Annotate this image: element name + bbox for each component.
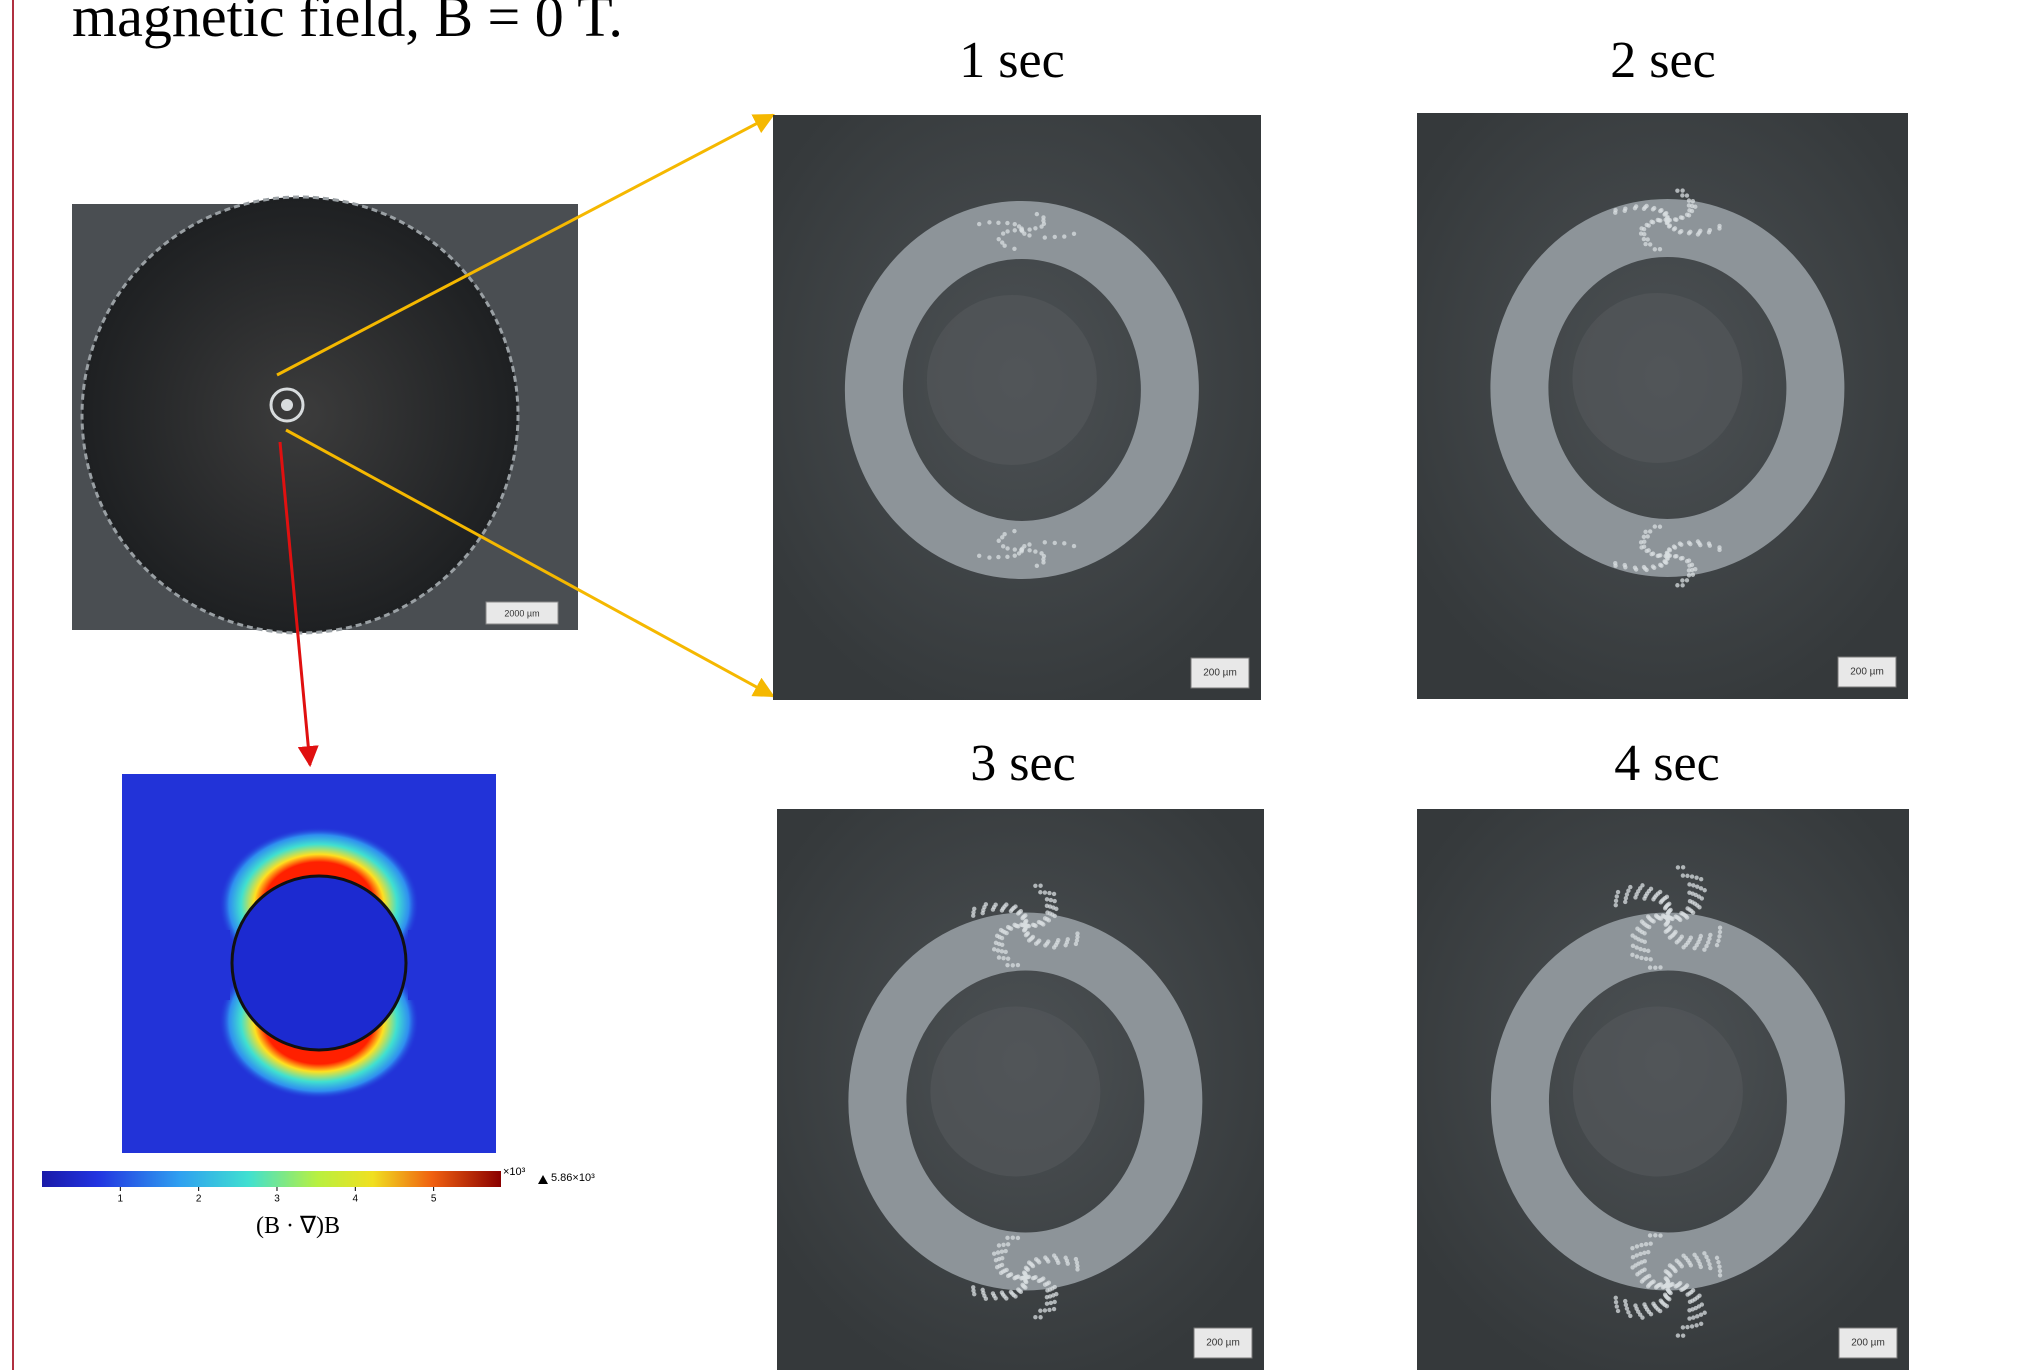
scale-bar-label: 200 µm <box>1206 1338 1240 1349</box>
colorbar-multiplier: ×10³ <box>503 1166 526 1178</box>
frame-image <box>1417 809 1909 1370</box>
colorbar-tick-label: 2 <box>196 1194 202 1205</box>
scale-bar-label: 200 µm <box>1851 1338 1885 1349</box>
field-map <box>122 774 496 1153</box>
colorbar-tick-label: 5 <box>431 1194 437 1205</box>
overview-image: 2000 µm <box>72 197 578 633</box>
frame-image <box>773 115 1261 700</box>
max-marker-icon <box>538 1175 548 1184</box>
colorbar-label: (B · ∇)B <box>256 1213 340 1239</box>
slide-canvas: magnetic field, B = 0 T. 2000 µm 1 2 3 4 5 ×… <box>0 0 2021 1370</box>
colorbar <box>42 1171 501 1187</box>
slide-title: magnetic field, B = 0 T. <box>72 0 623 49</box>
slide: magnetic field, B = 0 T. 2000 µm 1 2 3 4 5 ×… <box>0 0 2021 1370</box>
scale-bar-label: 2000 µm <box>504 608 539 618</box>
frame-label: 3 sec <box>970 735 1075 792</box>
scale-bar-label: 200 µm <box>1850 667 1884 678</box>
colorbar-tick-label: 4 <box>353 1194 359 1205</box>
frame-label: 4 sec <box>1614 735 1719 792</box>
frame-image <box>1417 113 1908 699</box>
frame-label: 1 sec <box>959 32 1064 89</box>
frame-image <box>777 809 1264 1370</box>
frame-label: 2 sec <box>1610 32 1715 89</box>
colorbar-tick-label: 3 <box>274 1194 280 1205</box>
colorbar-max: 5.86×10³ <box>551 1172 595 1184</box>
colorbar-tick-label: 1 <box>118 1194 124 1205</box>
scale-bar-label: 200 µm <box>1203 668 1237 679</box>
